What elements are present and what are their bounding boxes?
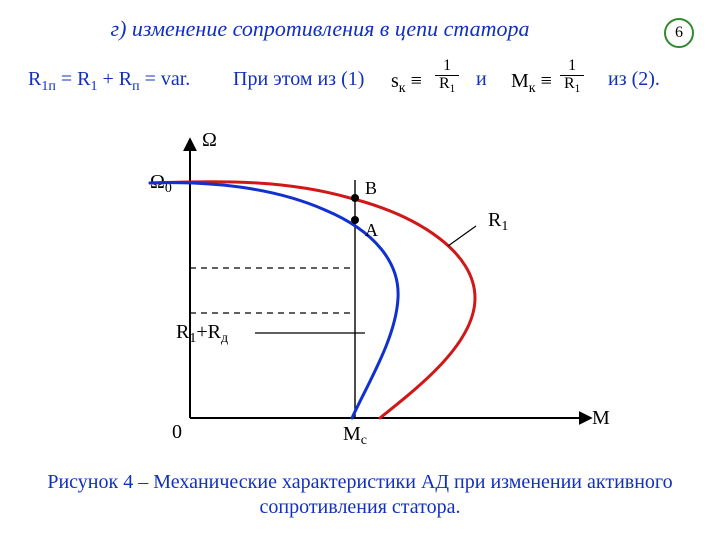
equation-line: R1п = R1 + Rп = var. При этом из (1) sк …	[28, 52, 692, 108]
eq-frac2: 1 R1	[560, 58, 584, 96]
svg-text:M: M	[592, 407, 610, 429]
svg-text:Ω: Ω	[202, 129, 217, 151]
svg-text:R1: R1	[488, 209, 508, 234]
eq-frac2-den: R1	[560, 76, 584, 96]
eq-frac1: 1 R1	[435, 58, 459, 96]
eq-tail: из (2).	[608, 68, 660, 91]
page-number: 6	[675, 24, 683, 42]
eq-sk: sк ≡	[391, 70, 422, 97]
svg-text:B: B	[365, 178, 377, 198]
page-number-badge: 6	[664, 18, 694, 48]
eq-lhs: R1п = R1 + Rп = var.	[28, 68, 190, 95]
eq-and: и	[476, 68, 487, 91]
eq-frac2-num: 1	[560, 58, 584, 76]
svg-text:A: A	[365, 220, 378, 240]
section-title: г) изменение сопротивления в цепи статор…	[0, 16, 640, 42]
chart-container: ΩM0Ω0McR1R1+RдBA	[120, 118, 620, 468]
eq-mid: При этом из (1)	[233, 68, 364, 91]
svg-text:Mc: Mc	[343, 423, 367, 448]
mechanical-characteristics-chart: ΩM0Ω0McR1R1+RдBA	[120, 118, 620, 468]
svg-text:0: 0	[172, 421, 182, 443]
eq-mk: Mк ≡	[511, 70, 552, 97]
figure-caption: Рисунок 4 – Механические характеристики …	[0, 470, 720, 520]
eq-frac1-den: R1	[435, 76, 459, 96]
svg-text:R1+Rд: R1+Rд	[176, 321, 228, 346]
eq-frac1-num: 1	[435, 58, 459, 76]
